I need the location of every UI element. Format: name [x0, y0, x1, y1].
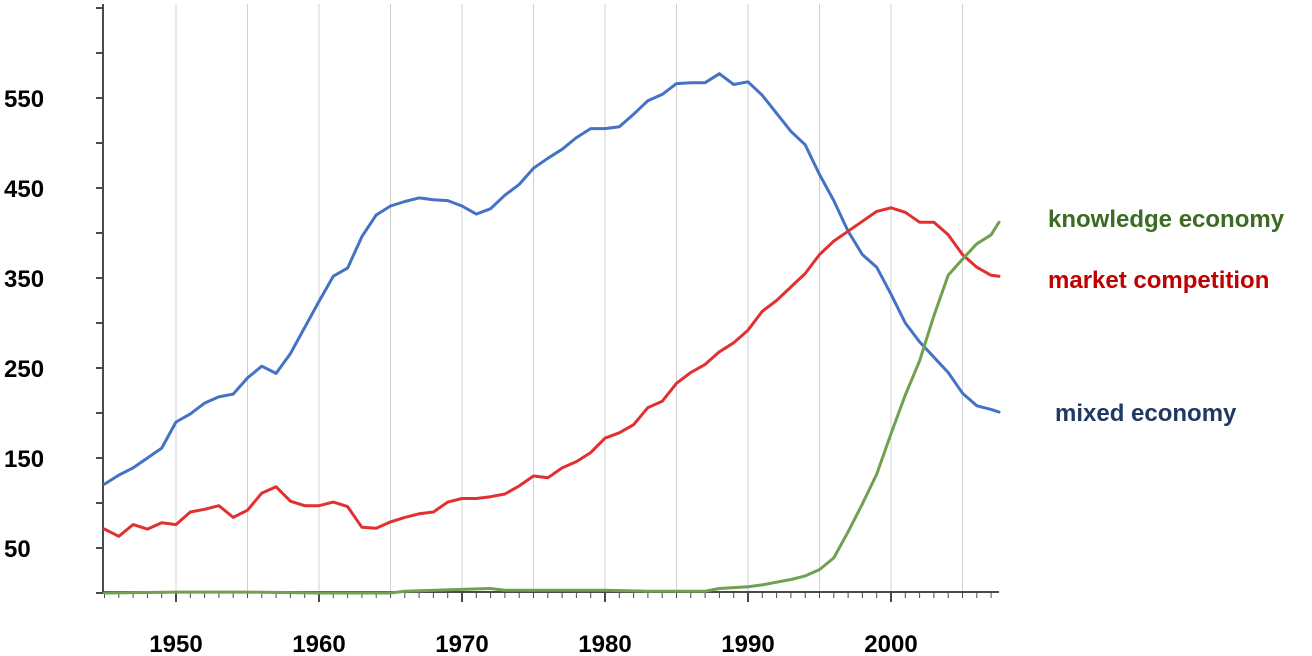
- y-tick-label: 150: [4, 446, 44, 473]
- y-tick-label: 50: [4, 536, 31, 563]
- x-tick-label: 1990: [721, 631, 774, 656]
- y-tick-label: 250: [4, 356, 44, 383]
- series-label-knowledge-economy: knowledge economy: [1048, 206, 1285, 233]
- x-tick-label: 1950: [149, 631, 202, 656]
- y-tick-labels: 50 150 250 350 450 550: [4, 86, 44, 563]
- series-line-mixed-economy: [103, 72, 1001, 486]
- series-labels: mixed economy market competition knowled…: [1048, 206, 1285, 427]
- series-line-knowledge-economy: [103, 220, 1001, 595]
- y-tick-label: 550: [4, 86, 44, 113]
- x-tick-label: 1960: [292, 631, 345, 656]
- x-tick-label: 1970: [435, 631, 488, 656]
- vertical-gridlines: [175, 4, 963, 592]
- series-label-mixed-economy: mixed economy: [1055, 400, 1237, 427]
- x-tick-label: 1980: [578, 631, 631, 656]
- x-tick-labels: 1950 1960 1970 1980 1990 2000: [149, 631, 917, 656]
- series-line-market-competition: [103, 206, 1001, 538]
- axes: [96, 4, 999, 602]
- y-tick-label: 350: [4, 266, 44, 293]
- y-tick-label: 450: [4, 176, 44, 203]
- series-lines: [103, 72, 1001, 595]
- x-tick-label: 2000: [864, 631, 917, 656]
- series-label-market-competition: market competition: [1048, 267, 1269, 294]
